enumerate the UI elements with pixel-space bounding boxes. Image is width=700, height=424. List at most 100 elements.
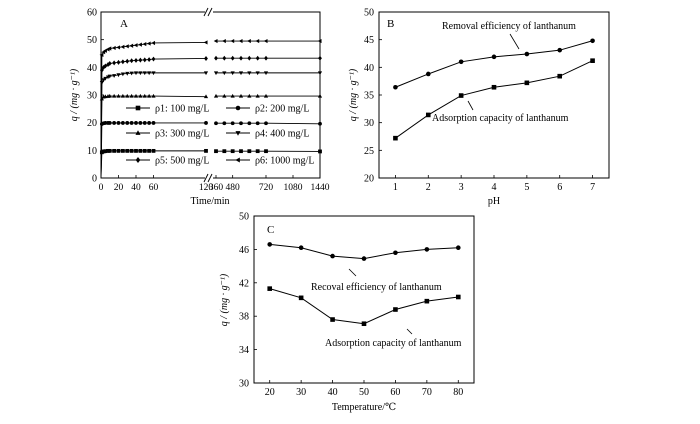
panel-a-point (247, 149, 252, 154)
panel-a-point (124, 44, 129, 49)
panel-a-point (151, 40, 156, 46)
panel-b-annotation-removal: Removal efficiency of lanthanum (442, 21, 576, 32)
panel-b-ylabel: q / (mg · g⁻¹) (348, 68, 359, 121)
panel-c-point (267, 242, 273, 247)
panel-b-letter: B (387, 18, 394, 30)
panel-a-point (142, 93, 147, 98)
panel-a-point (134, 121, 138, 125)
panel-b-point (524, 80, 530, 86)
panel-a-point (133, 71, 139, 76)
panel-a-legend-symbol (235, 131, 241, 136)
panel-a-ytick-label: 40 (87, 63, 97, 74)
panel-c-point (267, 286, 273, 291)
panel-a-point (204, 121, 208, 125)
panel-a-point (138, 121, 143, 125)
panel-a-ytick-label: 30 (87, 91, 97, 102)
panel-a-point (107, 60, 112, 66)
panel-a-point (230, 38, 235, 44)
panel-c: C 30 34 38 42 46 50 20 30 40 50 60 70 80 Recoval eff… (219, 212, 475, 413)
panel-a-point (255, 149, 260, 154)
panel-a-point (239, 55, 243, 61)
panel-a-point (138, 93, 143, 98)
panel-a-point (129, 71, 134, 76)
panel-a-xlabel: Time/min (190, 196, 229, 207)
panel-a-legend-symbol (235, 105, 241, 111)
panel-a-point (112, 148, 117, 153)
panel-a-point (222, 121, 227, 126)
panel-a-point (213, 71, 219, 76)
panel-c-ytick-label: 34 (239, 345, 249, 356)
panel-a-point (107, 121, 112, 125)
panel-a-point (112, 121, 117, 125)
panel-a-point (129, 58, 134, 64)
panel-b-point (491, 84, 497, 90)
panel-a-legend-symbol (135, 130, 141, 135)
panel-b-point (425, 71, 431, 77)
panel-c-ytick-label: 30 (239, 379, 249, 390)
panel-c-point (424, 247, 430, 252)
panel-a-point (103, 48, 107, 53)
panel-a-point (134, 148, 138, 153)
panel-a-point (263, 71, 269, 76)
panel-a-point (129, 93, 134, 98)
panel-a-point (103, 149, 108, 154)
panel-b-annotation-adsorption: Adsorption capacity of lanthanum (432, 113, 569, 124)
panel-b-point (557, 47, 563, 53)
panel-a-point (125, 121, 130, 125)
panel-a-point (318, 121, 322, 126)
panel-a-point (238, 71, 244, 76)
panel-a-point (134, 57, 138, 63)
panel-a-point (247, 121, 252, 126)
panel-c-series-line (269, 288, 459, 325)
panel-a-point (146, 41, 151, 46)
panel-b-point (590, 58, 595, 63)
panel-a-legend-symbol (135, 105, 141, 111)
panel-a-ytick-label: 10 (87, 146, 97, 157)
panel-b-ytick-label: 50 (364, 8, 374, 19)
panel-a-point (264, 149, 268, 154)
panel-a-point (255, 93, 260, 98)
panel-a-xtick-label: 1080 (284, 183, 303, 193)
panel-a-point (129, 43, 134, 48)
panel-b-point (393, 135, 398, 141)
panel-b-point (524, 51, 530, 57)
panel-c-xlabel: Temperature/℃ (332, 402, 396, 413)
panel-b-point (491, 54, 497, 60)
panel-a-point (247, 93, 252, 98)
panel-a-xtick-label: 20 (114, 183, 124, 193)
panel-a-axis-break-gap (205, 8, 213, 16)
panel-a-point (138, 57, 143, 63)
panel-c-arrow-adsorption (406, 328, 413, 335)
panel-a-series (99, 148, 322, 179)
panel-a-point (112, 93, 117, 98)
panel-a-point (120, 93, 125, 98)
panel-b-point (557, 73, 563, 79)
panel-b-point (393, 84, 398, 90)
panel-a-point (151, 148, 156, 153)
panel-a-point (230, 71, 235, 76)
panel-a-point (222, 71, 227, 76)
panel-a-point (147, 57, 152, 63)
panel-c-letter: C (267, 224, 274, 236)
panel-a-ylabel: q / (mg · g⁻¹) (69, 68, 80, 121)
panel-a-xtick-label: 1440 (311, 183, 330, 193)
panel-a-point (214, 121, 218, 126)
panel-a-point (230, 121, 235, 126)
panel-a-point (222, 149, 227, 154)
panel-c-ylabel: q / (mg · g⁻¹) (219, 273, 230, 326)
panel-b-xtick-label: 1 (393, 182, 398, 193)
panel-a-legend-label: ρ6: 1000 mg/L (255, 156, 314, 167)
panel-a-point (133, 93, 139, 98)
panel-a-xtick-label: 480 (226, 183, 241, 193)
panel-a-axis-break-mark (203, 7, 209, 17)
panel-b-ytick-label: 20 (364, 174, 374, 185)
panel-a-point (203, 94, 209, 99)
panel-b-ytick-label: 30 (364, 118, 374, 129)
panel-a-point (263, 38, 268, 44)
panel-c-ytick-label: 50 (239, 212, 249, 223)
panel-a-point (116, 93, 121, 98)
panel-a-point (151, 71, 156, 76)
panel-b-point (590, 38, 595, 44)
panel-b-ytick-label: 25 (364, 146, 374, 157)
